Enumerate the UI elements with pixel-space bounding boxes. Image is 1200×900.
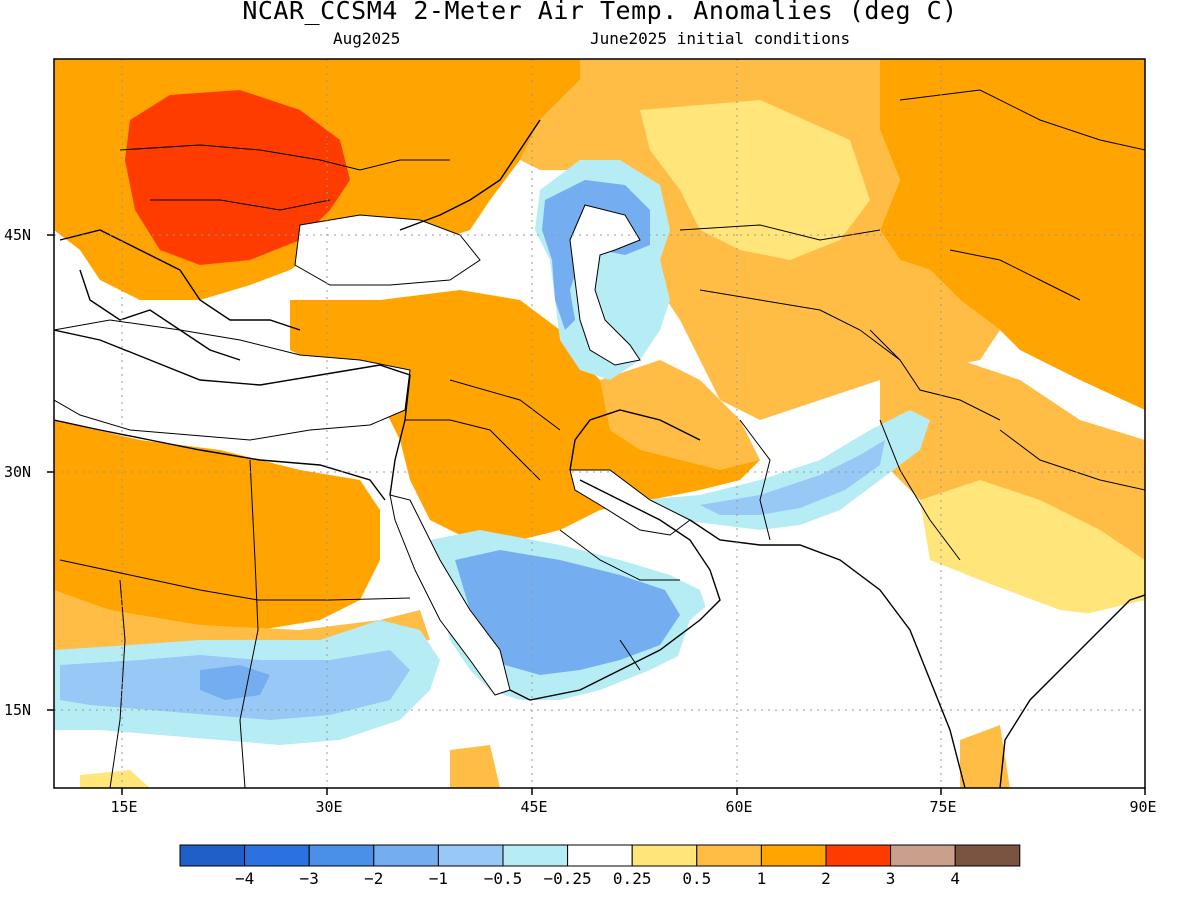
lat-tick-15n: 15N: [4, 701, 32, 719]
south-india-warm-patch: [960, 725, 1010, 788]
colorbar-swatch: [825, 844, 892, 867]
anomaly-fields: [54, 59, 1145, 788]
india-pale-warm: [920, 480, 1145, 620]
axis-ticks: [47, 234, 1146, 795]
lat-tick-45n: 45N: [4, 226, 32, 244]
colorbar-label: −2: [364, 869, 384, 888]
pakistan-cool-region: [640, 410, 930, 530]
colorbar-swatch: [567, 844, 633, 867]
iran-light-warm: [600, 360, 760, 470]
country-borders: [59, 89, 1145, 788]
valid-month-label: Aug2025: [333, 29, 401, 48]
caspian-sea: [569, 204, 641, 366]
persian-gulf: [569, 469, 691, 536]
colorbar-label: −1: [428, 869, 449, 888]
asia-warm-region: [880, 59, 1145, 410]
colorbar-swatch: [954, 844, 1021, 867]
graticule: [54, 59, 1145, 788]
colorbar-swatch: [244, 844, 310, 867]
coastlines: [54, 119, 1145, 788]
lon-tick-15e: 15E: [110, 798, 138, 816]
colorbar-swatch: [890, 844, 956, 867]
red-sea: [389, 494, 511, 696]
colorbar-swatch: [631, 844, 698, 867]
sahel-colder-core: [200, 665, 270, 700]
colorbar-label: −0.25: [543, 869, 592, 888]
colorbar-label: −0.5: [483, 869, 523, 888]
black-sea: [294, 214, 481, 286]
kazakhstan-pale-warm: [640, 100, 870, 260]
lon-tick-75e: 75E: [929, 798, 957, 816]
colorbar-label: 1: [756, 869, 767, 888]
colorbar-label: 2: [821, 869, 831, 888]
colorbar-swatch: [373, 844, 439, 867]
colorbar-label: 0.5: [682, 869, 712, 888]
colorbar-swatch: [437, 844, 504, 867]
lon-tick-90e: 90E: [1129, 798, 1157, 816]
eastern-europe-hot-region: [125, 90, 350, 265]
colorbar-label: 4: [950, 869, 961, 888]
horn-warm-patch: [450, 745, 500, 788]
arabia-cold-region: [455, 550, 680, 675]
colorbar-swatch: [179, 844, 246, 867]
bay-of-bengal: [1000, 600, 1145, 788]
colorbar-label: −3: [299, 869, 319, 888]
lon-tick-45e: 45E: [520, 798, 548, 816]
arabian-sea: [560, 560, 960, 788]
colorbar-label: 3: [885, 869, 896, 888]
lon-tick-30e: 30E: [315, 798, 343, 816]
colorbar-label: 0.25: [612, 869, 652, 888]
chart-title: NCAR_CCSM4 2-Meter Air Temp. Anomalies (…: [242, 0, 958, 25]
mediterranean-sea: [54, 319, 411, 441]
gulf-guinea-warm-patch: [80, 770, 150, 788]
initial-conditions-label: June2025 initial conditions: [590, 29, 851, 48]
colorbar-swatch: [696, 844, 762, 867]
pakistan-cold-region: [700, 440, 885, 515]
map-frame: [53, 58, 1146, 789]
colorbar-swatch: [760, 844, 827, 867]
colorbar-label: −4: [234, 869, 255, 888]
middle-east-warm-region: [290, 290, 760, 540]
colorbar-swatch: [308, 844, 375, 867]
north-africa-warm-region: [54, 420, 380, 630]
lat-tick-30n: 30N: [4, 463, 32, 481]
colorbar: [179, 844, 1021, 867]
lon-tick-60e: 60E: [725, 798, 753, 816]
colorbar-swatch: [502, 844, 569, 867]
